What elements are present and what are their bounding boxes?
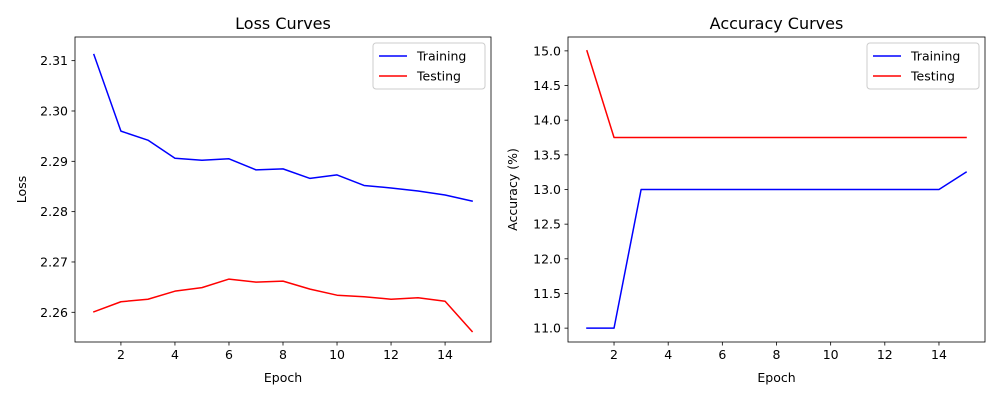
y-tick-label: 2.31 bbox=[40, 53, 68, 68]
y-axis-label: Loss bbox=[14, 176, 29, 203]
legend-label: Training bbox=[416, 49, 466, 64]
y-tick-label: 13.5 bbox=[533, 147, 561, 162]
series-line-testing bbox=[586, 49, 967, 139]
x-tick-label: 14 bbox=[931, 347, 947, 362]
x-tick-label: 10 bbox=[329, 347, 345, 362]
chart-title: Loss Curves bbox=[235, 14, 331, 33]
y-tick-label: 14.5 bbox=[533, 78, 561, 93]
y-tick-label: 12.0 bbox=[533, 251, 561, 266]
chart-title: Accuracy Curves bbox=[710, 14, 844, 33]
y-tick-label: 12.5 bbox=[533, 217, 561, 232]
y-tick-label: 14.0 bbox=[533, 113, 561, 128]
series-line-testing bbox=[92, 278, 474, 333]
y-tick-label: 15.0 bbox=[533, 43, 561, 58]
y-tick-label: 2.28 bbox=[40, 204, 68, 219]
x-tick-label: 8 bbox=[773, 347, 781, 362]
legend-label: Testing bbox=[910, 69, 955, 84]
x-tick-label: 8 bbox=[279, 347, 287, 362]
x-tick-label: 6 bbox=[718, 347, 726, 362]
x-tick-label: 14 bbox=[437, 347, 453, 362]
y-tick-label: 2.27 bbox=[40, 254, 68, 269]
x-tick-label: 6 bbox=[225, 347, 233, 362]
y-tick-label: 2.26 bbox=[40, 305, 68, 320]
y-axis-label: Accuracy (%) bbox=[505, 148, 520, 231]
x-tick-label: 4 bbox=[171, 347, 179, 362]
chart-panel-loss: 2 4 6 8 10 12 14 2.26 2.27 2.28 2.29 2.30 2.31 Loss C… bbox=[14, 14, 492, 385]
y-tick-label: 11.0 bbox=[533, 321, 561, 336]
x-tick-label: 2 bbox=[117, 347, 125, 362]
x-tick-label: 2 bbox=[610, 347, 618, 362]
x-tick-label: 12 bbox=[877, 347, 893, 362]
y-tick-label: 13.0 bbox=[533, 182, 561, 197]
x-tick-label: 12 bbox=[383, 347, 399, 362]
legend: Training Testing bbox=[866, 42, 980, 90]
series-line-training bbox=[586, 171, 968, 329]
x-axis-label: Epoch bbox=[264, 370, 302, 385]
y-tick-label: 2.30 bbox=[40, 103, 68, 118]
legend-label: Training bbox=[910, 49, 960, 64]
x-axis-label: Epoch bbox=[757, 370, 795, 385]
legend-label: Testing bbox=[416, 69, 461, 84]
x-tick-label: 4 bbox=[664, 347, 672, 362]
series-line-training bbox=[92, 53, 473, 202]
y-tick-label: 2.29 bbox=[40, 154, 68, 169]
y-tick-label: 11.5 bbox=[533, 286, 561, 301]
chart-panel-accuracy: 2 4 6 8 10 12 14 11.0 11.5 12.0 12.5 13.0 13.5 14.0 14… bbox=[505, 14, 986, 385]
legend: Training Testing bbox=[372, 42, 486, 90]
x-tick-label: 10 bbox=[823, 347, 839, 362]
